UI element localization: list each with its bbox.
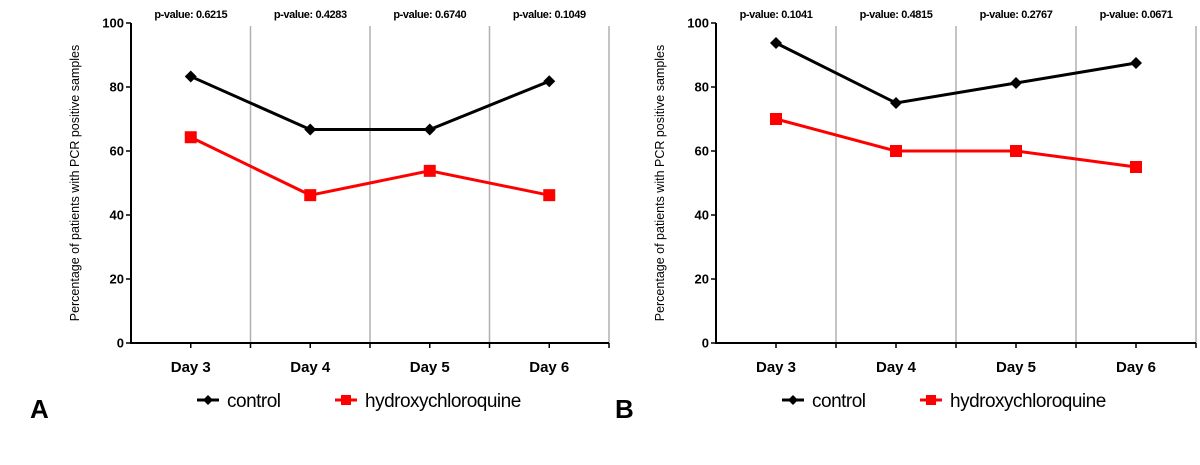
data-point-control: [423, 123, 436, 136]
series-line-control: [190, 75, 550, 132]
p-value-annotation: p-value: 0.1049: [513, 9, 586, 21]
y-tick-label: 40: [695, 208, 709, 223]
legend-marker-control: [788, 395, 798, 405]
p-value-annotation: p-value: 0.1041: [740, 9, 813, 21]
y-tick-label: 60: [695, 144, 709, 159]
data-point-hydroxychloroquine: [1010, 145, 1022, 157]
x-tick-label: Day 6: [529, 359, 569, 376]
panel-label: B: [615, 394, 634, 424]
x-tick-label: Day 4: [290, 359, 331, 376]
data-point-control: [1010, 77, 1022, 89]
x-tick-label: Day 5: [996, 359, 1036, 376]
panel-label: A: [30, 394, 49, 424]
series-line-hydroxychloroquine: [190, 135, 550, 197]
data-point-hydroxychloroquine: [304, 189, 317, 202]
legend-label-hydroxychloroquine: hydroxychloroquine: [365, 391, 521, 412]
data-point-control: [1130, 57, 1142, 69]
data-point-hydroxychloroquine: [184, 131, 197, 144]
y-tick-label: 80: [110, 80, 124, 95]
y-tick-label: 60: [110, 144, 124, 159]
y-tick-label: 100: [687, 16, 709, 31]
p-value-annotation: p-value: 0.6740: [393, 9, 466, 21]
y-axis-label: Percentage of patients with PCR positive…: [68, 45, 82, 322]
y-tick-label: 100: [102, 16, 124, 31]
data-point-hydroxychloroquine: [1130, 161, 1142, 173]
y-tick-label: 20: [110, 272, 124, 287]
x-tick-label: Day 6: [1116, 359, 1156, 376]
chart-panel-b: 0 20 40 60 80 100 Day 3 Day 4 Day 5 Day 6 p-value:…: [615, 9, 1197, 424]
legend-label-control: control: [812, 391, 866, 412]
series-line-control: [775, 41, 1137, 105]
p-value-annotation: p-value: 0.4815: [860, 9, 933, 21]
legend: control hydroxychloroquine: [197, 391, 521, 412]
x-tick-label: Day 3: [756, 359, 796, 376]
y-tick-label: 80: [695, 80, 709, 95]
legend-marker-control: [203, 395, 213, 405]
data-point-control: [890, 97, 902, 109]
data-point-control: [304, 123, 317, 136]
p-value-annotation: p-value: 0.6215: [154, 9, 227, 21]
legend-marker-hydroxychloroquine: [926, 395, 936, 405]
legend-label-hydroxychloroquine: hydroxychloroquine: [950, 391, 1106, 412]
legend: control hydroxychloroquine: [782, 391, 1106, 412]
y-tick-label: 20: [695, 272, 709, 287]
data-point-hydroxychloroquine: [770, 113, 782, 125]
data-point-hydroxychloroquine: [890, 145, 902, 157]
data-point-hydroxychloroquine: [423, 164, 436, 177]
p-value-annotation: p-value: 0.0671: [1100, 9, 1173, 21]
data-point-control: [543, 75, 556, 88]
data-point-control: [770, 37, 782, 49]
chart-panel-a: 0 20 40 60 80 100 Day 3 Day 4 Day 5 Day 6 p-value:…: [30, 9, 610, 424]
legend-label-control: control: [227, 391, 281, 412]
y-tick-label: 40: [110, 208, 124, 223]
y-tick-label: 0: [117, 336, 124, 351]
data-point-hydroxychloroquine: [543, 189, 556, 202]
x-tick-label: Day 3: [171, 359, 211, 376]
y-tick-label: 0: [702, 336, 709, 351]
data-point-control: [184, 70, 197, 83]
p-value-annotation: p-value: 0.2767: [980, 9, 1053, 21]
x-tick-label: Day 5: [410, 359, 450, 376]
y-axis-label: Percentage of patients with PCR positive…: [653, 45, 667, 322]
legend-marker-hydroxychloroquine: [341, 395, 351, 405]
series-line-hydroxychloroquine: [775, 117, 1137, 169]
p-value-annotation: p-value: 0.4283: [274, 9, 347, 21]
x-tick-label: Day 4: [876, 359, 917, 376]
